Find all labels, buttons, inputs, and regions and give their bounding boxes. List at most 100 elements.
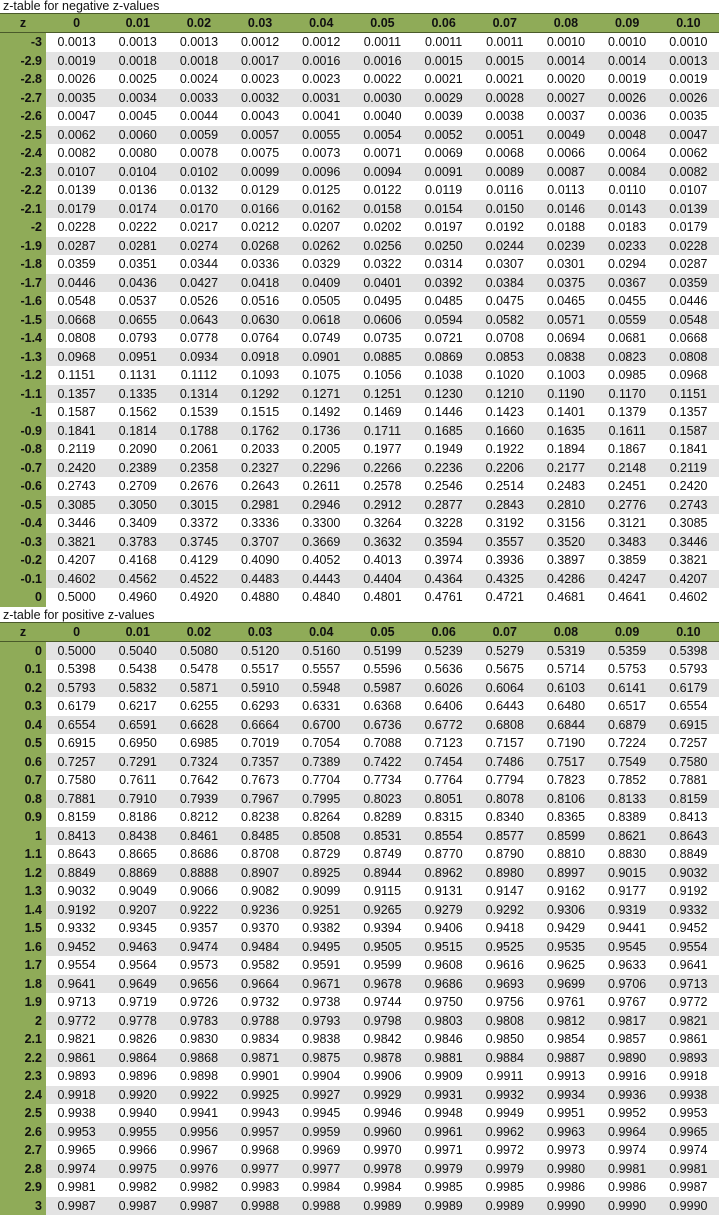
probability-cell: 0.2611 [302, 479, 340, 494]
probability-cell: 0.3632 [351, 532, 414, 551]
probability-cell: 0.7422 [351, 752, 414, 771]
probability-cell: 0.0047 [57, 109, 96, 124]
probability-cell: 0.6628 [168, 715, 230, 734]
probability-cell: 0.3669 [290, 532, 352, 551]
probability-cell: 0.9976 [168, 1159, 230, 1178]
probability-cell: 0.1151 [657, 384, 719, 403]
probability-cell: 0.9931 [413, 1085, 475, 1104]
probability-cell: 0.9871 [229, 1048, 291, 1067]
z-value-cell: 1.2 [0, 863, 46, 882]
probability-cell: 0.9918 [669, 1069, 708, 1084]
probability-cell: 0.7088 [363, 736, 402, 751]
table-row: 1.8 0.9641 0.9649 0.9656 0.9664 0.9671 0.9678 0… [0, 974, 719, 993]
probability-cell: 0.9591 [302, 958, 341, 973]
probability-cell: 0.9857 [608, 1032, 647, 1047]
z-value-cell: 0.3 [0, 697, 46, 716]
probability-cell: 0.8665 [118, 847, 157, 862]
probability-cell: 0.0668 [669, 331, 708, 346]
z-value-cell: 1.7 [0, 956, 46, 975]
probability-cell: 0.9826 [118, 1032, 157, 1047]
table-row: 1.1 0.8643 0.8665 0.8686 0.8708 0.8729 0.8749 0… [0, 845, 719, 864]
z-value-cell: -2.2 [0, 181, 46, 200]
probability-cell: 0.9345 [118, 921, 157, 936]
probability-cell: 0.9066 [179, 884, 219, 899]
probability-cell: 0.2033 [240, 442, 280, 457]
probability-cell: 0.9049 [118, 884, 157, 899]
probability-cell: 0.7764 [424, 773, 463, 788]
column-header: 0.06 [413, 13, 475, 33]
probability-cell: 0.4562 [107, 569, 169, 588]
probability-cell: 0.7190 [546, 736, 586, 751]
probability-cell: 0.9901 [240, 1069, 280, 1084]
probability-cell: 0.4761 [424, 590, 463, 605]
probability-cell: 0.7734 [363, 773, 402, 788]
probability-cell: 0.2358 [168, 458, 230, 477]
probability-cell: 0.0026 [57, 72, 96, 87]
probability-cell: 0.9965 [57, 1143, 96, 1158]
probability-cell: 0.9875 [290, 1048, 352, 1067]
probability-cell: 0.0073 [302, 146, 341, 161]
table-row: 0 0.5000 0.5040 0.5080 0.5120 0.5160 0.5199 0.5… [0, 641, 719, 660]
column-header: 0.03 [229, 13, 291, 33]
column-header: 0.09 [596, 13, 658, 33]
table-row: 1.2 0.8849 0.8869 0.8888 0.8907 0.8925 0.8944 0… [0, 863, 719, 882]
probability-cell: 0.0023 [240, 72, 280, 87]
probability-cell: 0.9554 [57, 958, 96, 973]
probability-cell: 0.1038 [424, 368, 463, 383]
probability-cell: 0.9319 [596, 900, 658, 919]
probability-cell: 0.0212 [240, 220, 280, 235]
table-row: -1.3 0.0968 0.0951 0.0934 0.0918 0.0901 0.0885… [0, 347, 719, 366]
probability-cell: 0.9989 [413, 1196, 475, 1215]
probability-cell: 0.0166 [229, 199, 291, 218]
probability-cell: 0.0162 [290, 199, 352, 218]
z-value-cell: -1.2 [0, 366, 46, 385]
probability-cell: 0.0029 [413, 88, 475, 107]
probability-cell: 0.0228 [657, 236, 719, 255]
probability-cell: 0.0143 [596, 199, 658, 218]
probability-cell: 0.6368 [363, 699, 402, 714]
probability-cell: 0.1131 [119, 368, 157, 383]
probability-cell: 0.2578 [363, 479, 402, 494]
z-value-cell: 1.4 [0, 900, 46, 919]
probability-cell: 0.8508 [290, 826, 352, 845]
table-row: -1.5 0.0668 0.0655 0.0643 0.0630 0.0618 0.0606… [0, 310, 719, 329]
probability-cell: 0.9463 [107, 937, 169, 956]
probability-cell: 0.9032 [57, 884, 96, 899]
probability-cell: 0.1151 [57, 368, 96, 383]
table-row: 0.3 0.6179 0.6217 0.6255 0.6293 0.6331 0.6368 0… [0, 697, 719, 716]
z-value-cell: -0.5 [0, 495, 46, 514]
probability-cell: 0.8389 [608, 810, 647, 825]
probability-cell: 0.9987 [669, 1180, 708, 1195]
z-value-cell: 2.9 [0, 1178, 46, 1197]
probability-cell: 0.0055 [290, 125, 352, 144]
probability-cell: 0.2420 [46, 458, 108, 477]
probability-cell: 0.1685 [413, 421, 475, 440]
probability-cell: 0.0708 [485, 331, 524, 346]
probability-cell: 0.9989 [351, 1196, 414, 1215]
probability-cell: 0.0901 [290, 347, 352, 366]
probability-cell: 0.7910 [107, 789, 169, 808]
probability-cell: 0.0019 [608, 72, 647, 87]
z-value-cell: -0.8 [0, 440, 46, 459]
table-row: -1.2 0.1151 0.1131 0.1112 0.1093 0.1075 0.1056… [0, 366, 719, 385]
probability-cell: 0.4721 [485, 590, 524, 605]
table-row: 2.1 0.9821 0.9826 0.9830 0.9834 0.9838 0.9842 0… [0, 1030, 719, 1049]
table-row: -2.1 0.0179 0.0174 0.0170 0.0166 0.0162 0.0158… [0, 199, 719, 218]
probability-cell: 0.0049 [535, 125, 597, 144]
table-row: -0.3 0.3821 0.3783 0.3745 0.3707 0.3669 0.3632… [0, 532, 719, 551]
z-value-cell: 2.7 [0, 1141, 46, 1160]
probability-cell: 0.9989 [474, 1196, 536, 1215]
probability-cell: 0.0068 [485, 146, 524, 161]
probability-cell: 0.0044 [179, 109, 219, 124]
probability-cell: 0.4090 [240, 553, 280, 568]
table-row: -2.4 0.0082 0.0080 0.0078 0.0075 0.0073 0.0071… [0, 144, 719, 163]
probability-cell: 0.0096 [290, 162, 352, 181]
probability-cell: 0.0026 [596, 88, 658, 107]
probability-cell: 0.3336 [240, 516, 280, 531]
probability-cell: 0.1539 [179, 405, 219, 420]
probability-cell: 0.0010 [669, 35, 708, 50]
probability-cell: 0.0016 [290, 51, 352, 70]
probability-cell: 0.0031 [290, 88, 352, 107]
probability-cell: 0.9699 [535, 974, 597, 993]
probability-cell: 0.0051 [474, 125, 536, 144]
